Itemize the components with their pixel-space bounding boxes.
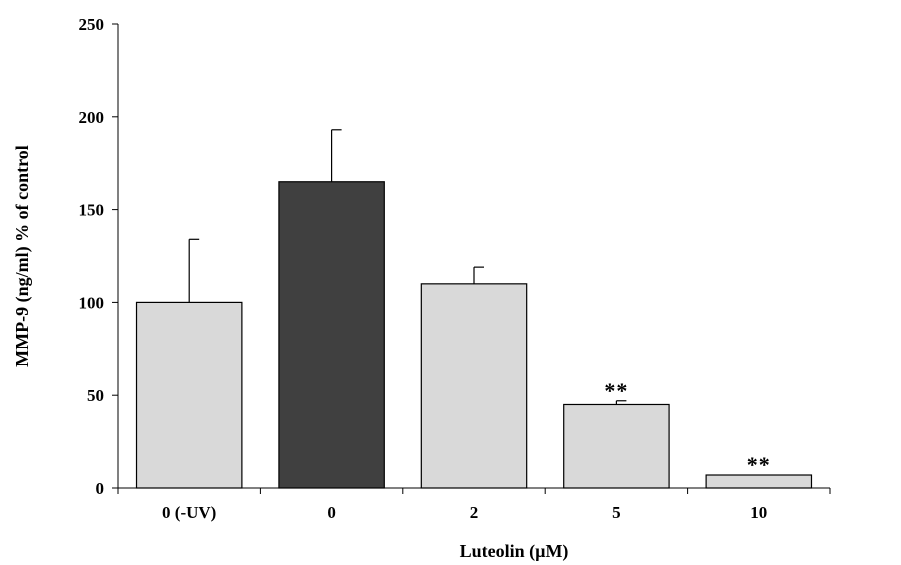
bar xyxy=(563,403,670,489)
y-tick-label: 100 xyxy=(79,293,105,312)
y-tick-label: 50 xyxy=(87,386,104,405)
x-tick-label: 10 xyxy=(750,503,767,522)
x-tick-label: 0 xyxy=(327,503,336,522)
x-tick-label: 5 xyxy=(612,503,621,522)
bar xyxy=(135,301,243,489)
significance-annotations: ** ** xyxy=(604,378,771,477)
y-tick-label: 200 xyxy=(79,108,105,127)
x-tick-label: 0 (-UV) xyxy=(162,503,216,522)
x-axis-label: Luteolin (µM) xyxy=(460,541,569,562)
y-tick-label: 250 xyxy=(79,15,105,34)
significance-label: ** xyxy=(747,452,771,477)
bars xyxy=(135,181,813,489)
significance-label: ** xyxy=(604,378,628,403)
x-tick-label: 2 xyxy=(470,503,479,522)
bar xyxy=(278,181,385,489)
y-axis-label: MMP-9 (ng/ml) % of control xyxy=(12,145,33,367)
y-axis-ticks: 0 50 100 150 200 250 xyxy=(79,15,118,498)
y-tick-label: 150 xyxy=(79,201,105,220)
y-tick-label: 0 xyxy=(96,479,105,498)
error-bars xyxy=(188,129,627,405)
x-axis-ticks: 0 (-UV) 0 2 5 10 xyxy=(117,488,831,522)
bar xyxy=(420,283,528,489)
